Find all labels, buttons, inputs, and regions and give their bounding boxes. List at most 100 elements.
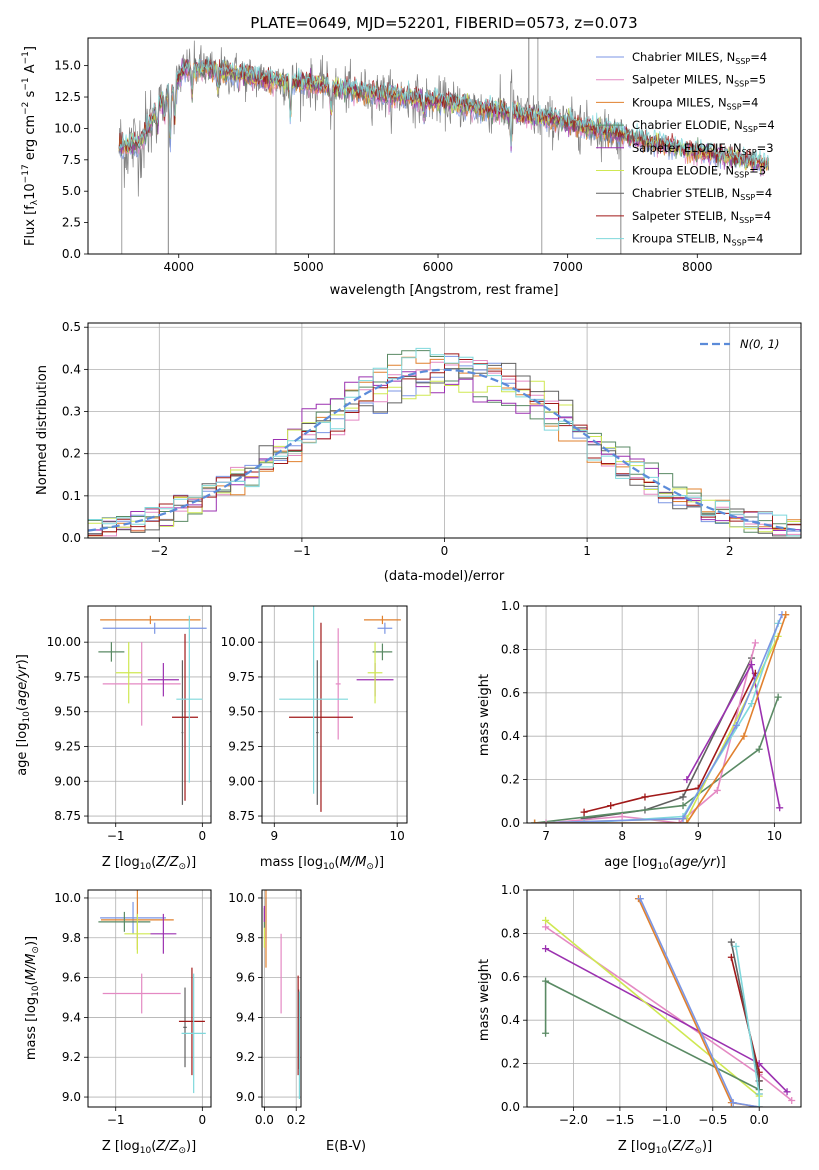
mass_vs_EBV-plot-area [263, 890, 301, 1100]
wZ-xlabel: Z [log10(Z/Z⊙)] [618, 1139, 712, 1156]
massweight_vs_Z-point [755, 1090, 763, 1098]
age_vs_mass-ytick-label: 8.75 [228, 809, 255, 823]
mass_vs_EBV-ytick-label: 9.6 [236, 971, 255, 985]
mass_vs_Z-ytick-label: 9.6 [62, 971, 81, 985]
spectrum-model-line [118, 59, 769, 168]
residual-ylabel: Normed distribution [35, 365, 50, 495]
age_vs_mass-ytick-label: 9.75 [228, 670, 255, 684]
age_vs_Z-errorbar [102, 622, 207, 634]
age_vs_mass-errorbar [316, 660, 319, 805]
age-vs-mass-panel: mass [log10(M/M⊙)] 9 10 8.75 9.00 9.25 9.50 9.… [221, 605, 408, 872]
spectrum-xlabel: wavelength [Angstrom, rest frame] [330, 283, 559, 298]
residuals-ytick-label: 0.1 [62, 489, 81, 503]
massweight_vs_age-series-line [534, 696, 779, 823]
residuals-ticks: −2 −1 0 1 2 0.0 0.1 0.2 0.3 0.4 0.5 [62, 320, 734, 558]
spectrum-xtick-label: 6000 [423, 260, 454, 274]
massweight_vs_age-grid [527, 605, 801, 824]
massweight_vs_age-point [683, 819, 691, 823]
massweight_vs_age-point [607, 802, 615, 810]
massweight_vs_age-xtick-label: 7 [542, 829, 550, 843]
residual-legend-label: N(0, 1) [740, 337, 780, 351]
mass_vs_EBV-ytick-label: 9.8 [236, 931, 255, 945]
age_vs_Z-ytick-label: 9.50 [54, 705, 81, 719]
spectrum-ytick-label: 7.5 [62, 153, 81, 167]
age_vs_mass-errorbar [372, 643, 393, 661]
massweight_vs_Z-xtick-label: −0.5 [698, 1113, 727, 1127]
spectrum-xtick-label: 8000 [682, 260, 713, 274]
residuals-xtick-label: −2 [150, 544, 168, 558]
age_vs_Z-xtick-label: −1 [107, 829, 125, 843]
residual-histogram-step [88, 371, 801, 531]
age_vs_Z-errorbar [115, 642, 142, 704]
residuals-plot-area [88, 347, 801, 537]
massweight_vs_age-point [740, 732, 748, 740]
wZ-ylabel: mass weight [477, 959, 492, 1041]
massweight_vs_Z-ytick-label: 0.4 [501, 1013, 520, 1027]
massweight_vs_age-ytick-label: 0.4 [501, 729, 520, 743]
normal-curve-line [88, 368, 801, 532]
spectrum-ytick-label: 5.0 [62, 184, 81, 198]
massZ-ylabel: mass [log10(M/M⊙)] [24, 936, 41, 1060]
massweight_vs_Z-xtick-label: −1.5 [605, 1113, 634, 1127]
mass_vs_Z-errorbar [150, 913, 177, 954]
age_vs_Z-plot-area [98, 615, 207, 805]
massweight_vs_age-point [679, 815, 687, 823]
spectrum-legend-label: Salpeter STELIB, NSSP=4 [632, 209, 771, 225]
age_vs_mass-ytick-label: 9.50 [228, 705, 255, 719]
age_vs_Z-frame [87, 605, 212, 824]
massweight_vs_Z-xtick-label: −2.0 [559, 1113, 588, 1127]
massweight_vs_Z-ytick-label: 0.2 [501, 1057, 520, 1071]
massweight_vs_age-ytick-label: 0.6 [501, 686, 520, 700]
massweight_vs_age-point [748, 661, 756, 669]
residuals-ytick-label: 0.3 [62, 405, 81, 419]
massweight_vs_age-point [618, 812, 626, 820]
residual-histogram-panel: (data-model)/error Normed distribution −… [35, 320, 802, 584]
age_vs_mass-errorbar [289, 622, 353, 812]
spectrum-ytick-label: 12.5 [54, 90, 81, 104]
massweight_vs_age-series-line [534, 614, 783, 823]
massweight_vs_age-point [675, 819, 683, 823]
spectrum-frame [87, 37, 802, 255]
mass_vs_Z-grid [88, 890, 211, 1107]
spectrum-ylabel: Flux [fλ10−17 erg cm−2 s−1 A−1] [21, 46, 40, 246]
residuals-ytick-label: 0.0 [62, 531, 81, 545]
massweight_vs_Z-point [783, 1088, 791, 1096]
age_vs_Z-ytick-label: 8.75 [54, 809, 81, 823]
mass_vs_EBV-frame [261, 889, 302, 1108]
age_vs_mass-errorbar [377, 622, 393, 634]
massweight_vs_age-xtick-label: 8 [618, 829, 626, 843]
age_vs_Z-errorbar [147, 663, 179, 697]
massweight_vs_age-point [679, 793, 687, 801]
massweight_vs_Z-series-line [544, 979, 760, 1091]
age_vs_Z-ytick-label: 9.75 [54, 670, 81, 684]
residuals-xtick-label: 0 [441, 544, 449, 558]
age_vs_mass-grid [262, 606, 407, 823]
massweight_vs_age-point [751, 639, 759, 647]
spectrum-panel: PLATE=0649, MJD=52201, FIBERID=0573, z=0… [21, 14, 802, 298]
spectrum-legend-label: Salpeter ELODIE, NSSP=3 [632, 141, 774, 157]
massweight_vs_age-ytick-label: 0.8 [501, 642, 520, 656]
massweight_vs_age-point [683, 776, 691, 784]
massweight_vs_age-plot-area [531, 611, 790, 823]
residuals-xtick-label: 2 [726, 544, 734, 558]
massweight-vs-metallicity-panel: Z [log10(Z/Z⊙)] mass weight −2.0 −1.5 −1.0… [477, 883, 802, 1156]
massweight_vs_age-series-line [534, 614, 787, 823]
spectrum-ticks: 4000 5000 6000 7000 8000 0.0 2.5 5.0 7.5 10.0 12.5… [54, 59, 712, 274]
age_vs_Z-ytick-label: 9.25 [54, 739, 81, 753]
spectrum-legend: Chabrier MILES, NSSP=4 Salpeter MILES, NS… [596, 50, 775, 248]
age_vs_Z-ytick-label: 10.00 [47, 635, 81, 649]
age_vs_Z-errorbar [102, 642, 181, 726]
mass_vs_Z-ytick-label: 9.2 [62, 1050, 81, 1064]
age_vs_Z-errorbar [98, 642, 125, 662]
age_vs_Z-errorbar [181, 660, 184, 805]
age_vs_mass-errorbar [335, 628, 341, 740]
mass_vs_Z-errorbar [100, 901, 166, 934]
massweight_vs_Z-point [542, 923, 550, 931]
massweight_vs_Z-ticks: −2.0 −1.5 −1.0 −0.5 0.0 0.0 0.2 0.4 0.6 0.8 1.0 [501, 883, 769, 1127]
mass-vs-metallicity-panel: Z [log10(Z/Z⊙)] mass [log10(M/M⊙)] −1 0 9.… [24, 889, 212, 1156]
spectrum-plot-area [118, 38, 769, 254]
wAge-ylabel: mass weight [477, 674, 492, 756]
massweight_vs_Z-point [729, 1099, 737, 1107]
massweight_vs_Z-plot-area [542, 895, 796, 1107]
massweight_vs_Z-series-line [639, 898, 760, 1107]
